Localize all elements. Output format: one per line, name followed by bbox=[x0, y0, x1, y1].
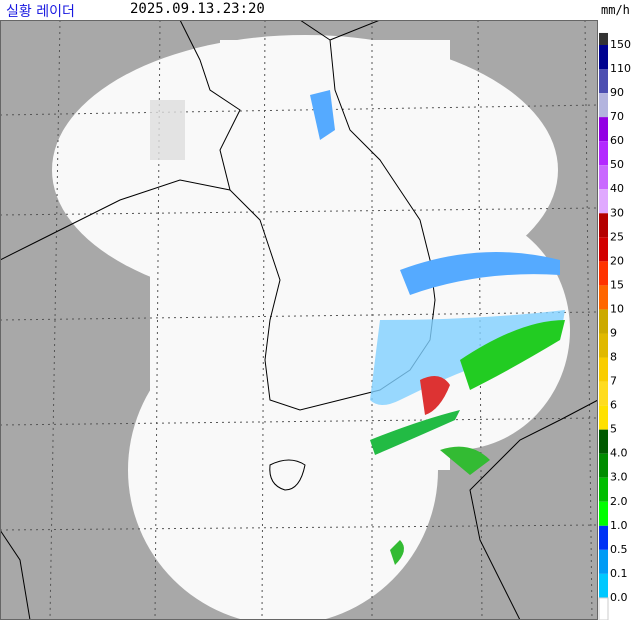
legend-swatch bbox=[599, 405, 608, 430]
legend-swatch bbox=[599, 237, 608, 262]
legend-label: 10 bbox=[610, 302, 624, 315]
legend-swatch bbox=[599, 285, 608, 310]
legend-label: 15 bbox=[610, 278, 624, 291]
legend-label: 20 bbox=[610, 254, 624, 267]
legend-label: 70 bbox=[610, 110, 624, 123]
timestamp: 2025.09.13.23:20 bbox=[130, 1, 265, 17]
legend-swatch bbox=[599, 189, 608, 214]
legend-label: 8 bbox=[610, 351, 617, 364]
legend-swatch bbox=[599, 45, 608, 70]
legend-label: 50 bbox=[610, 158, 624, 171]
legend-label: 30 bbox=[610, 206, 624, 219]
legend-swatch bbox=[599, 117, 608, 142]
legend-swatch bbox=[599, 501, 608, 526]
legend-swatch bbox=[599, 69, 608, 94]
title: 실황 레이더 bbox=[6, 4, 75, 20]
legend-swatch bbox=[599, 93, 608, 118]
legend-label: 3.0 bbox=[610, 471, 628, 484]
legend-swatch bbox=[599, 32, 608, 45]
legend-swatch bbox=[599, 141, 608, 166]
legend-label: 9 bbox=[610, 326, 617, 339]
legend-swatch bbox=[599, 309, 608, 334]
legend-label: 0.1 bbox=[610, 567, 628, 580]
legend-label: 2.0 bbox=[610, 495, 628, 508]
legend-label: 25 bbox=[610, 230, 624, 243]
legend-swatch bbox=[599, 165, 608, 190]
legend-label: 90 bbox=[610, 86, 624, 99]
legend-label: 1.0 bbox=[610, 519, 628, 532]
legend-label: 7 bbox=[610, 375, 617, 388]
legend-swatch bbox=[599, 429, 608, 454]
legend-label: 6 bbox=[610, 399, 617, 412]
legend-label: 0.0 bbox=[610, 591, 628, 604]
legend-swatch bbox=[599, 573, 608, 598]
legend-swatch bbox=[599, 333, 608, 358]
legend-swatch bbox=[599, 525, 608, 550]
legend-label: 150 bbox=[610, 38, 631, 51]
legend-label: 0.5 bbox=[610, 543, 628, 556]
legend-swatch bbox=[598, 597, 609, 620]
legend: 150 110 90 70 60 50 40 30 25 20 15 10 9 8 7 6 5 4.0 3.0 2.0… bbox=[598, 32, 631, 620]
legend-swatch bbox=[599, 381, 608, 406]
legend-label: 4.0 bbox=[610, 447, 628, 460]
legend-swatch bbox=[599, 549, 608, 574]
legend-label: 5 bbox=[610, 423, 617, 436]
legend-label: 110 bbox=[610, 62, 631, 75]
legend-swatch bbox=[599, 453, 608, 478]
legend-label: 40 bbox=[610, 182, 624, 195]
legend-swatch bbox=[599, 357, 608, 382]
radar-map bbox=[0, 20, 598, 620]
legend-swatch bbox=[599, 213, 608, 238]
unit: mm/h bbox=[601, 3, 630, 17]
echoes bbox=[310, 90, 565, 565]
legend-swatch bbox=[599, 477, 608, 502]
legend-label: 60 bbox=[610, 134, 624, 147]
legend-swatch bbox=[599, 261, 608, 286]
